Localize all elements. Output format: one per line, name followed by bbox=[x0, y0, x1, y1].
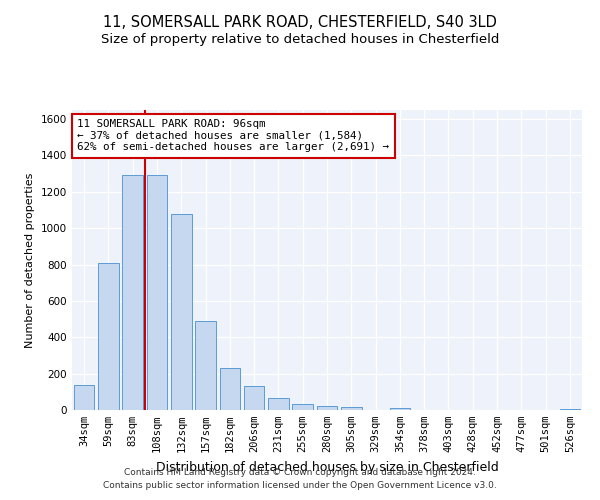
Bar bbox=[292, 404, 313, 410]
Bar bbox=[171, 214, 191, 410]
Bar bbox=[146, 176, 167, 410]
Bar bbox=[244, 386, 265, 410]
Text: Size of property relative to detached houses in Chesterfield: Size of property relative to detached ho… bbox=[101, 32, 499, 46]
Y-axis label: Number of detached properties: Number of detached properties bbox=[25, 172, 35, 348]
Bar bbox=[341, 408, 362, 410]
Bar bbox=[74, 384, 94, 410]
Text: Contains public sector information licensed under the Open Government Licence v3: Contains public sector information licen… bbox=[103, 480, 497, 490]
Bar bbox=[195, 321, 216, 410]
Bar bbox=[98, 262, 119, 410]
Text: Contains HM Land Registry data © Crown copyright and database right 2024.: Contains HM Land Registry data © Crown c… bbox=[124, 468, 476, 477]
Text: 11 SOMERSALL PARK ROAD: 96sqm
← 37% of detached houses are smaller (1,584)
62% o: 11 SOMERSALL PARK ROAD: 96sqm ← 37% of d… bbox=[77, 119, 389, 152]
Bar bbox=[122, 176, 143, 410]
Text: 11, SOMERSALL PARK ROAD, CHESTERFIELD, S40 3LD: 11, SOMERSALL PARK ROAD, CHESTERFIELD, S… bbox=[103, 15, 497, 30]
Bar bbox=[560, 409, 580, 410]
Bar bbox=[220, 368, 240, 410]
Bar bbox=[268, 398, 289, 410]
Bar bbox=[317, 406, 337, 410]
Bar bbox=[389, 408, 410, 410]
X-axis label: Distribution of detached houses by size in Chesterfield: Distribution of detached houses by size … bbox=[155, 460, 499, 473]
